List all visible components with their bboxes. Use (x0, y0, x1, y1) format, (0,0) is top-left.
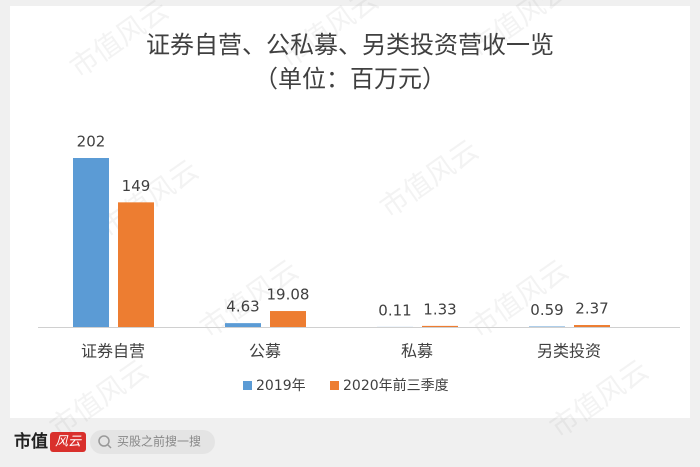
search-icon (98, 435, 110, 447)
data-label: 0.11 (378, 301, 411, 319)
chart-title: 证券自营、公私募、另类投资营收一览 (146, 31, 554, 59)
data-label: 1.33 (423, 300, 456, 318)
legend-swatch (330, 381, 339, 390)
footer: 市值 风云 买股之前搜一搜 (14, 430, 215, 454)
bar (422, 325, 458, 327)
data-label: 202 (77, 133, 106, 151)
data-label: 4.63 (226, 298, 259, 316)
bar (118, 202, 154, 327)
data-label: 2.37 (575, 300, 608, 318)
x-tick-label: 公募 (249, 342, 281, 361)
data-label: 19.08 (267, 286, 310, 304)
search-text: 买股之前搜一搜 (117, 434, 201, 449)
data-label: 0.59 (530, 301, 563, 319)
bar (574, 325, 610, 327)
x-tick-label: 另类投资 (537, 342, 601, 361)
data-label: 149 (122, 177, 151, 195)
footer-badge: 风云 (55, 435, 82, 450)
bar (73, 158, 109, 327)
footer-badge-bg (50, 432, 86, 452)
x-tick-label: 证券自营 (81, 342, 145, 361)
x-tick-label: 私募 (401, 342, 433, 361)
legend-swatch (243, 381, 252, 390)
search-icon-handle (107, 444, 112, 449)
bar (270, 311, 306, 327)
search-box[interactable] (90, 430, 215, 454)
legend-label: 2020年前三季度 (343, 377, 449, 394)
bar (225, 323, 261, 327)
chart-subtitle: （单位：百万元） (254, 65, 446, 93)
footer-logo: 市值 (14, 431, 48, 452)
legend-label: 2019年 (256, 378, 306, 394)
